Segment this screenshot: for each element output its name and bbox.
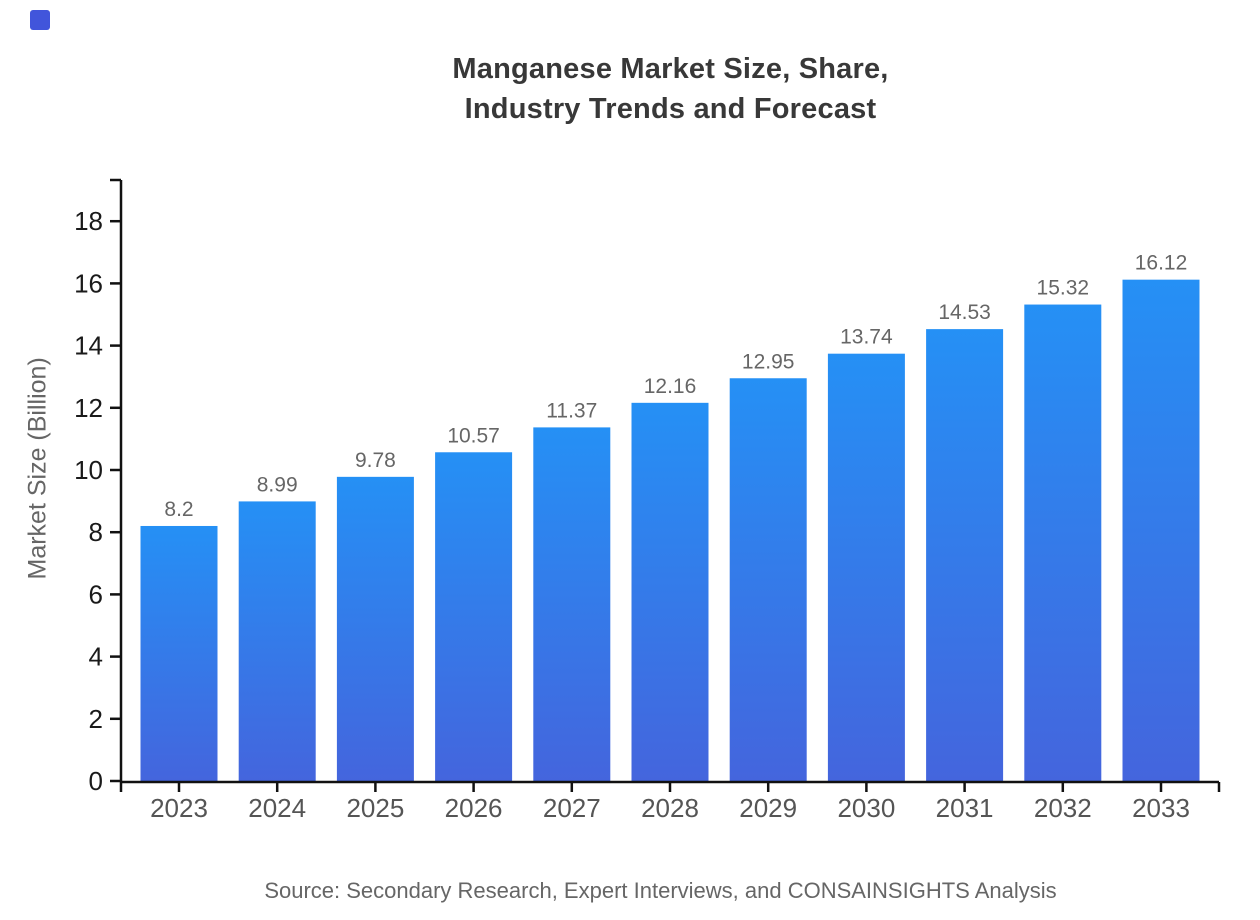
tick-labels-group: 2023 2024 2025 2026 2027 2028 2029 2030 2031 2032… (74, 206, 1190, 823)
brand-logo-mark (30, 10, 50, 30)
x-tick-label-2024: 2024 (248, 793, 306, 823)
y-tick-label-14: 14 (74, 331, 103, 361)
x-tick-label-2030: 2030 (837, 793, 895, 823)
bar-2030 (827, 353, 905, 781)
y-tick-label-12: 12 (74, 393, 103, 423)
y-tick-label-0: 0 (89, 766, 103, 796)
x-tick-label-2032: 2032 (1034, 793, 1092, 823)
value-label-2029: 12.95 (742, 350, 795, 373)
x-tick-label-2025: 2025 (346, 793, 404, 823)
y-tick-label-6: 6 (89, 579, 103, 609)
value-label-2023: 8.2 (164, 498, 193, 521)
bar-2024 (238, 501, 316, 781)
y-tick-label-4: 4 (89, 642, 103, 672)
x-tick-label-2033: 2033 (1132, 793, 1190, 823)
x-tick-label-2028: 2028 (641, 793, 699, 823)
x-tick-label-2023: 2023 (150, 793, 208, 823)
y-tick-label-18: 18 (74, 206, 103, 236)
value-label-2028: 12.16 (644, 375, 697, 398)
bar-2029 (729, 378, 807, 781)
bar-2028 (631, 402, 709, 781)
chart-title-line1: Manganese Market Size, Share, (452, 53, 889, 85)
y-tick-label-8: 8 (89, 517, 103, 547)
value-label-2025: 9.78 (355, 449, 396, 472)
y-tick-label-2: 2 (89, 704, 103, 734)
value-label-2026: 10.57 (447, 424, 500, 447)
bar-2027 (533, 427, 611, 781)
y-tick-label-16: 16 (74, 268, 103, 298)
x-tick-label-2029: 2029 (739, 793, 797, 823)
value-label-2024: 8.99 (257, 473, 298, 496)
value-labels-group: 8.2 8.99 9.78 10.57 11.37 12.16 12.95 13.74 14.5… (164, 252, 1187, 521)
x-tick-label-2027: 2027 (543, 793, 601, 823)
x-tick-label-2026: 2026 (445, 793, 503, 823)
source-note: Source: Secondary Research, Expert Inter… (264, 878, 1057, 903)
value-label-2031: 14.53 (938, 301, 991, 324)
value-label-2033: 16.12 (1135, 252, 1188, 275)
bar-2026 (435, 452, 513, 781)
chart-title: Manganese Market Size, Share, Industry T… (121, 49, 1220, 129)
bar-2032 (1024, 304, 1102, 781)
bar-2023 (140, 525, 218, 781)
value-label-2030: 13.74 (840, 326, 893, 349)
axes-group (110, 178, 1221, 792)
value-label-2027: 11.37 (546, 399, 597, 422)
y-axis-title: Market Size (Billion) (23, 357, 52, 580)
y-tick-label-10: 10 (74, 455, 103, 485)
value-label-2032: 15.32 (1037, 277, 1090, 300)
x-tick-label-2031: 2031 (936, 793, 994, 823)
chart-title-line2: Industry Trends and Forecast (464, 93, 877, 125)
bar-2033 (1122, 279, 1200, 781)
bar-2031 (926, 329, 1004, 781)
bars-group (140, 279, 1200, 781)
bar-2025 (336, 476, 414, 781)
